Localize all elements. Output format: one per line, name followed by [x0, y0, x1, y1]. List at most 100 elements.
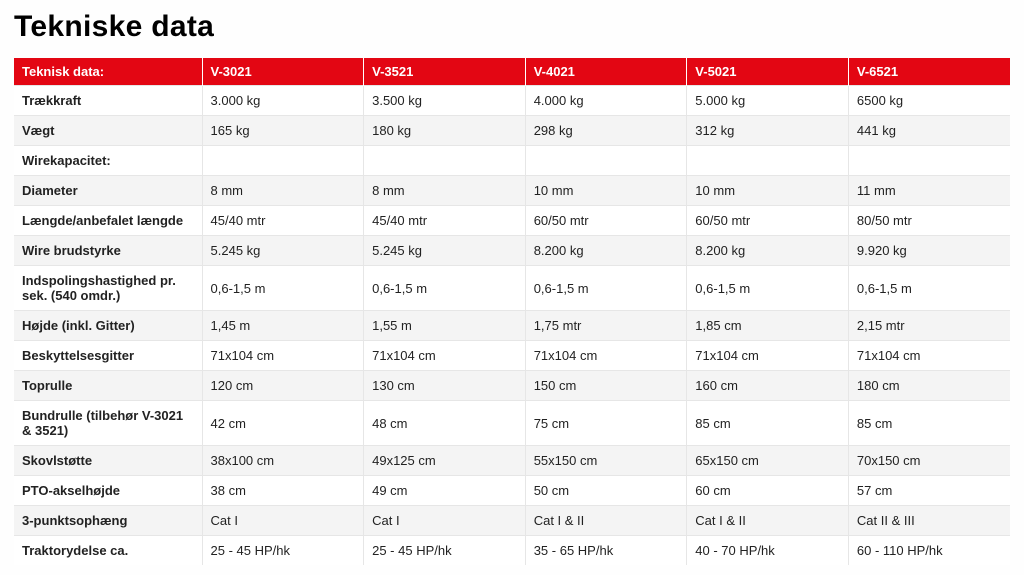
spec-table: Teknisk data: V-3021 V-3521 V-4021 V-502…	[14, 58, 1010, 565]
table-cell: 38 cm	[202, 476, 364, 506]
table-cell	[202, 146, 364, 176]
table-cell: 60 - 110 HP/hk	[848, 536, 1010, 566]
table-cell: 71x104 cm	[364, 341, 526, 371]
table-cell: 60/50 mtr	[687, 206, 849, 236]
row-label: Traktorydelse ca.	[14, 536, 202, 566]
table-cell: 45/40 mtr	[202, 206, 364, 236]
col-header: V-3521	[364, 58, 526, 86]
row-label: Wirekapacitet:	[14, 146, 202, 176]
col-header: V-3021	[202, 58, 364, 86]
table-cell: 65x150 cm	[687, 446, 849, 476]
table-cell: 55x150 cm	[525, 446, 687, 476]
table-cell: 8.200 kg	[687, 236, 849, 266]
table-cell: 165 kg	[202, 116, 364, 146]
row-label: Trækkraft	[14, 86, 202, 116]
table-cell: 8 mm	[364, 176, 526, 206]
table-cell: 8 mm	[202, 176, 364, 206]
row-label: Skovlstøtte	[14, 446, 202, 476]
table-cell: 6500 kg	[848, 86, 1010, 116]
table-cell: Cat I & II	[525, 506, 687, 536]
table-row: Beskyttelsesgitter71x104 cm71x104 cm71x1…	[14, 341, 1010, 371]
col-header: V-5021	[687, 58, 849, 86]
row-label: PTO-akselhøjde	[14, 476, 202, 506]
table-cell: 5.000 kg	[687, 86, 849, 116]
table-cell: 180 kg	[364, 116, 526, 146]
table-row: 3-punktsophængCat ICat ICat I & IICat I …	[14, 506, 1010, 536]
table-cell: 4.000 kg	[525, 86, 687, 116]
table-cell: 85 cm	[848, 401, 1010, 446]
table-cell: 1,75 mtr	[525, 311, 687, 341]
table-cell: Cat II & III	[848, 506, 1010, 536]
table-row: Skovlstøtte38x100 cm49x125 cm55x150 cm65…	[14, 446, 1010, 476]
table-cell: 5.245 kg	[202, 236, 364, 266]
page-title: Tekniske data	[14, 10, 1010, 44]
table-cell: 3.000 kg	[202, 86, 364, 116]
row-label: Toprulle	[14, 371, 202, 401]
table-cell: 130 cm	[364, 371, 526, 401]
table-cell: 85 cm	[687, 401, 849, 446]
table-cell	[525, 146, 687, 176]
table-row: Wire brudstyrke5.245 kg5.245 kg8.200 kg8…	[14, 236, 1010, 266]
table-cell: 160 cm	[687, 371, 849, 401]
table-cell: 312 kg	[687, 116, 849, 146]
table-row: Wirekapacitet:	[14, 146, 1010, 176]
table-row: Toprulle120 cm130 cm150 cm160 cm180 cm	[14, 371, 1010, 401]
table-cell: 150 cm	[525, 371, 687, 401]
table-cell: 298 kg	[525, 116, 687, 146]
row-label: 3-punktsophæng	[14, 506, 202, 536]
table-cell: 40 - 70 HP/hk	[687, 536, 849, 566]
table-cell: 1,85 cm	[687, 311, 849, 341]
table-cell: 35 - 65 HP/hk	[525, 536, 687, 566]
table-row: Højde (inkl. Gitter)1,45 m1,55 m1,75 mtr…	[14, 311, 1010, 341]
table-cell: 10 mm	[525, 176, 687, 206]
table-row: Indspolingshastighed pr. sek. (540 omdr.…	[14, 266, 1010, 311]
table-cell: 1,45 m	[202, 311, 364, 341]
col-header: V-4021	[525, 58, 687, 86]
table-cell	[848, 146, 1010, 176]
table-cell: 71x104 cm	[848, 341, 1010, 371]
row-label: Wire brudstyrke	[14, 236, 202, 266]
table-cell: 0,6-1,5 m	[202, 266, 364, 311]
table-cell: 75 cm	[525, 401, 687, 446]
table-row: Længde/anbefalet længde45/40 mtr45/40 mt…	[14, 206, 1010, 236]
table-header-row: Teknisk data: V-3021 V-3521 V-4021 V-502…	[14, 58, 1010, 86]
table-cell: 25 - 45 HP/hk	[364, 536, 526, 566]
row-label: Bundrulle (tilbehør V-3021 & 3521)	[14, 401, 202, 446]
table-cell: 45/40 mtr	[364, 206, 526, 236]
table-cell: 71x104 cm	[525, 341, 687, 371]
table-cell: Cat I	[202, 506, 364, 536]
table-cell: 0,6-1,5 m	[687, 266, 849, 311]
table-cell: 42 cm	[202, 401, 364, 446]
table-cell: 80/50 mtr	[848, 206, 1010, 236]
table-row: Traktorydelse ca.25 - 45 HP/hk25 - 45 HP…	[14, 536, 1010, 566]
table-row: Trækkraft3.000 kg3.500 kg4.000 kg5.000 k…	[14, 86, 1010, 116]
row-label: Længde/anbefalet længde	[14, 206, 202, 236]
table-cell: 2,15 mtr	[848, 311, 1010, 341]
table-cell: 50 cm	[525, 476, 687, 506]
table-cell: 48 cm	[364, 401, 526, 446]
table-cell: 49x125 cm	[364, 446, 526, 476]
table-cell: 120 cm	[202, 371, 364, 401]
table-cell: 11 mm	[848, 176, 1010, 206]
table-cell: 8.200 kg	[525, 236, 687, 266]
table-cell: Cat I	[364, 506, 526, 536]
table-cell: 25 - 45 HP/hk	[202, 536, 364, 566]
table-cell: 70x150 cm	[848, 446, 1010, 476]
table-row: Vægt165 kg180 kg298 kg312 kg441 kg	[14, 116, 1010, 146]
row-label: Højde (inkl. Gitter)	[14, 311, 202, 341]
table-cell: 38x100 cm	[202, 446, 364, 476]
table-cell: 441 kg	[848, 116, 1010, 146]
col-header: Teknisk data:	[14, 58, 202, 86]
row-label: Vægt	[14, 116, 202, 146]
table-cell: Cat I & II	[687, 506, 849, 536]
table-row: PTO-akselhøjde38 cm49 cm50 cm60 cm57 cm	[14, 476, 1010, 506]
table-cell: 9.920 kg	[848, 236, 1010, 266]
table-cell: 71x104 cm	[687, 341, 849, 371]
table-cell	[364, 146, 526, 176]
table-cell: 5.245 kg	[364, 236, 526, 266]
table-cell: 60 cm	[687, 476, 849, 506]
table-cell: 0,6-1,5 m	[364, 266, 526, 311]
table-cell: 57 cm	[848, 476, 1010, 506]
table-cell	[687, 146, 849, 176]
table-cell: 0,6-1,5 m	[848, 266, 1010, 311]
